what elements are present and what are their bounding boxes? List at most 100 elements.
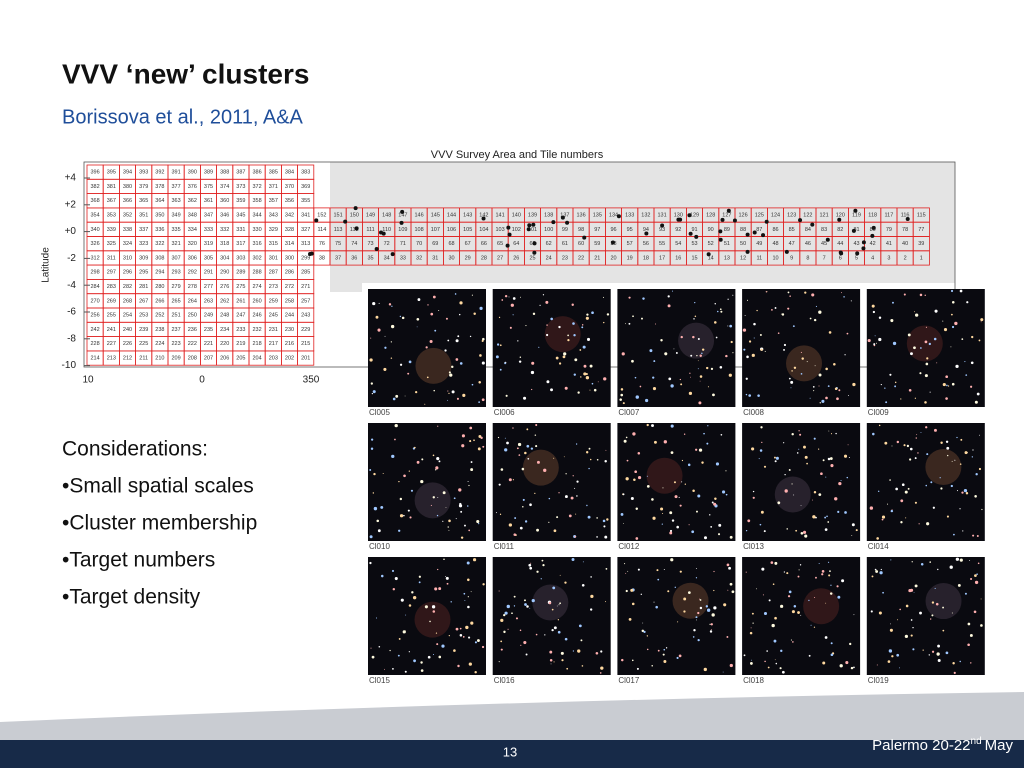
star bbox=[730, 340, 733, 344]
cluster-dot bbox=[851, 228, 856, 233]
tile-number: 310 bbox=[123, 255, 132, 261]
tile-number: 266 bbox=[155, 298, 164, 304]
star bbox=[662, 487, 664, 489]
star bbox=[837, 595, 841, 599]
star bbox=[824, 516, 827, 519]
star bbox=[407, 372, 410, 375]
star bbox=[408, 360, 412, 364]
star bbox=[766, 291, 768, 293]
star bbox=[372, 390, 376, 394]
star bbox=[701, 461, 704, 464]
star bbox=[920, 563, 924, 566]
star bbox=[711, 613, 715, 617]
tile-number: 118 bbox=[868, 213, 877, 219]
image-caption: Cl014 bbox=[868, 542, 889, 551]
tile-number: 91 bbox=[691, 227, 697, 233]
star bbox=[459, 362, 463, 365]
star bbox=[775, 456, 779, 460]
star bbox=[631, 659, 634, 662]
star bbox=[847, 395, 849, 397]
star bbox=[950, 313, 953, 316]
star bbox=[846, 332, 849, 335]
tile-number: 245 bbox=[269, 313, 278, 319]
star bbox=[436, 514, 439, 517]
tile-number: 25 bbox=[529, 255, 535, 261]
star bbox=[799, 564, 802, 566]
star bbox=[967, 643, 970, 647]
tile-number: 64 bbox=[513, 241, 519, 247]
star bbox=[651, 664, 653, 667]
star bbox=[529, 566, 533, 570]
tile-number: 353 bbox=[107, 213, 116, 219]
image-caption: Cl011 bbox=[494, 542, 515, 551]
star bbox=[976, 392, 980, 396]
cluster-glow bbox=[803, 588, 840, 625]
star bbox=[536, 460, 540, 464]
star bbox=[402, 630, 406, 634]
star bbox=[403, 474, 406, 478]
star bbox=[764, 660, 766, 663]
star bbox=[667, 295, 670, 298]
cluster-glow bbox=[646, 457, 683, 494]
star bbox=[531, 599, 535, 603]
star bbox=[914, 457, 917, 460]
star bbox=[830, 653, 834, 657]
star bbox=[725, 493, 728, 496]
tile-number: 29 bbox=[465, 255, 471, 261]
star bbox=[834, 497, 838, 501]
tile-number: 131 bbox=[658, 213, 667, 219]
image-caption: Cl017 bbox=[618, 676, 639, 685]
star bbox=[956, 490, 959, 492]
tile-number: 83 bbox=[821, 227, 827, 233]
tile-number: 37 bbox=[335, 255, 341, 261]
star bbox=[955, 557, 960, 561]
tile-number: 341 bbox=[301, 213, 310, 219]
star bbox=[774, 307, 777, 309]
star bbox=[791, 483, 793, 485]
star bbox=[950, 346, 952, 348]
star bbox=[460, 536, 464, 539]
star bbox=[873, 343, 876, 346]
star bbox=[567, 334, 569, 337]
tile-number: 221 bbox=[204, 341, 213, 347]
star bbox=[634, 376, 637, 379]
star bbox=[646, 484, 650, 488]
star bbox=[468, 662, 472, 666]
star bbox=[384, 346, 387, 349]
star bbox=[699, 375, 703, 378]
star bbox=[670, 558, 674, 562]
star bbox=[580, 376, 582, 378]
tile-number: 89 bbox=[724, 227, 730, 233]
star bbox=[940, 441, 943, 444]
tile-number: 369 bbox=[301, 184, 310, 190]
cluster-dot bbox=[343, 219, 348, 224]
star bbox=[709, 514, 711, 516]
star bbox=[548, 521, 550, 523]
tile-number: 358 bbox=[253, 198, 262, 204]
tile-number: 139 bbox=[528, 213, 537, 219]
tile-number: 351 bbox=[139, 213, 148, 219]
star bbox=[455, 358, 459, 361]
image-caption: Cl006 bbox=[494, 408, 515, 417]
tile-number: 282 bbox=[123, 284, 132, 290]
star bbox=[637, 568, 640, 571]
star bbox=[924, 294, 926, 296]
star bbox=[577, 391, 580, 394]
tile-number: 6 bbox=[839, 255, 842, 261]
star bbox=[829, 570, 831, 573]
tile-number: 53 bbox=[691, 241, 697, 247]
tile-number: 51 bbox=[724, 241, 730, 247]
star bbox=[695, 619, 697, 621]
tile-number: 313 bbox=[301, 241, 310, 247]
tile-number: 263 bbox=[204, 298, 213, 304]
star bbox=[628, 322, 631, 325]
star bbox=[678, 496, 680, 498]
star bbox=[877, 490, 880, 493]
star bbox=[951, 301, 955, 304]
star bbox=[761, 567, 765, 571]
star bbox=[683, 597, 687, 601]
star bbox=[699, 354, 702, 357]
star bbox=[529, 503, 532, 507]
star bbox=[585, 316, 589, 320]
star bbox=[897, 619, 899, 621]
